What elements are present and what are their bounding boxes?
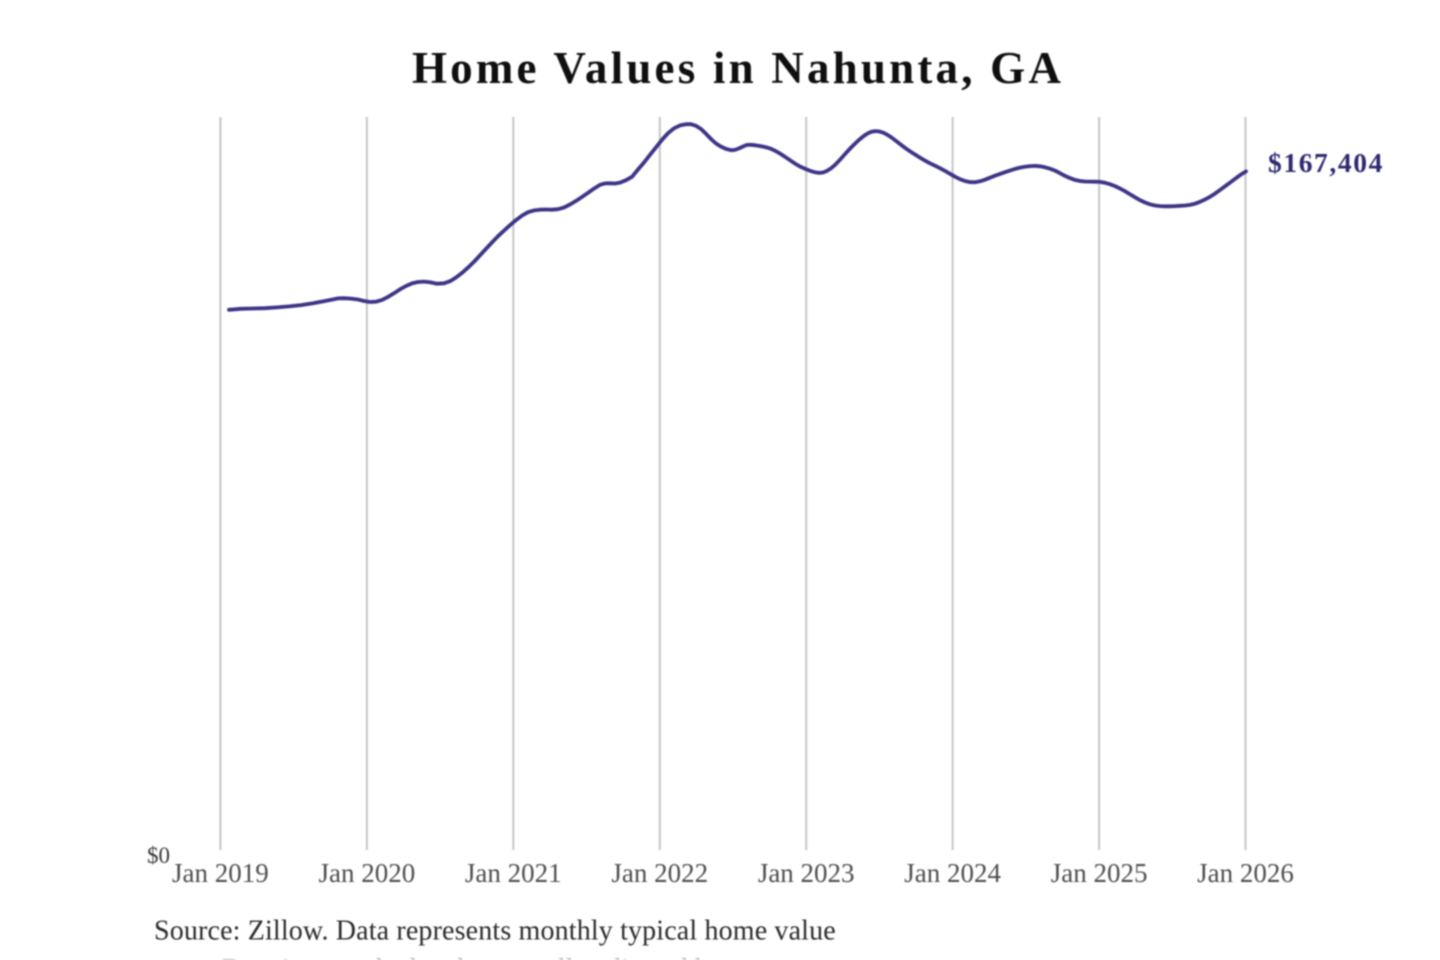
svg-text:Jan 2023: Jan 2023 <box>758 858 855 888</box>
svg-text:Jan 2022: Jan 2022 <box>611 858 708 888</box>
svg-text:Jan 2024: Jan 2024 <box>904 858 1001 888</box>
svg-text:Jan 2019: Jan 2019 <box>172 858 269 888</box>
svg-text:Source: Zillow. Data represent: Source: Zillow. Data represents monthly … <box>154 916 836 947</box>
svg-text:$0: $0 <box>147 843 170 868</box>
svg-text:Jan 2021: Jan 2021 <box>465 858 562 888</box>
svg-text:Jan 2026: Jan 2026 <box>1197 858 1294 888</box>
svg-text:Jan 2020: Jan 2020 <box>319 858 416 888</box>
svg-text:Data is smoothed and seasonall: Data is smoothed and seasonally adjusted… <box>222 954 743 960</box>
svg-text:Home Values in Nahunta, GA: Home Values in Nahunta, GA <box>412 43 1064 93</box>
svg-text:Jan 2025: Jan 2025 <box>1051 858 1148 888</box>
svg-text:$167,404: $167,404 <box>1268 147 1384 178</box>
